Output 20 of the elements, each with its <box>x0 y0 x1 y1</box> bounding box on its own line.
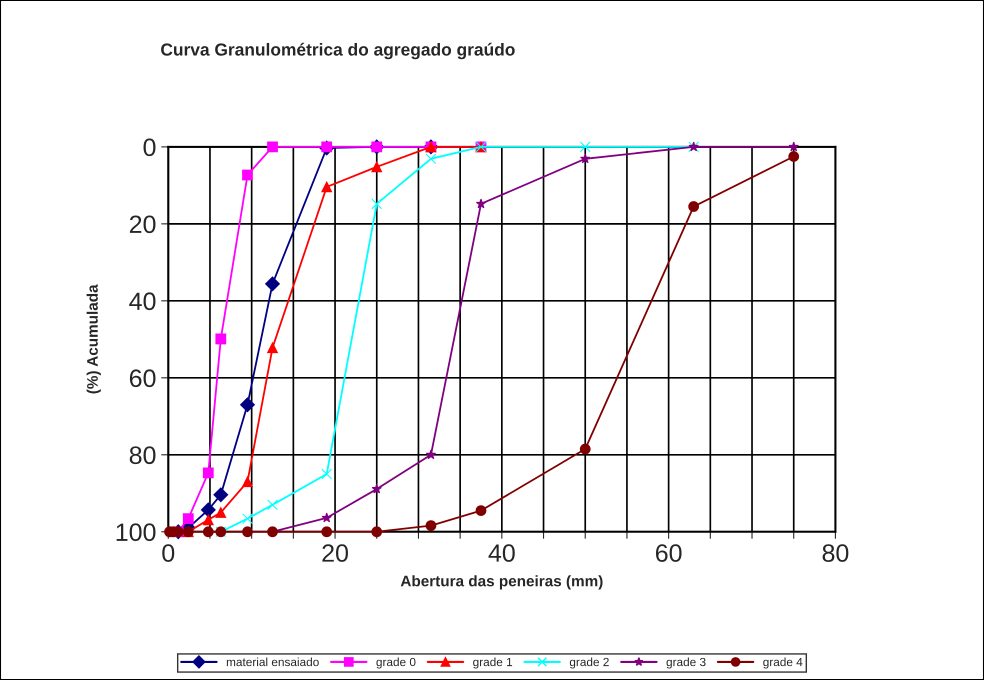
legend-label: grade 0 <box>376 658 416 669</box>
x-tick-label: 0 <box>162 544 174 562</box>
y-tick-label: 100 <box>116 523 156 542</box>
x-tick-label: 40 <box>488 544 515 562</box>
y-tick-label: 20 <box>130 215 156 234</box>
y-tick-label: 0 <box>144 138 156 156</box>
legend-label: material ensaiado <box>226 658 319 666</box>
y-tick-label: 60 <box>130 369 156 388</box>
legend-label: grade 2 <box>570 658 609 669</box>
legend-label: grade 4 <box>763 658 802 669</box>
x-axis-title: Abertura das peneiras (mm) <box>400 575 603 590</box>
x-tick-label: 80 <box>822 544 848 562</box>
legend-label: grade 3 <box>666 658 706 669</box>
chart-title: Curva Granulométrica do agregado graúdo <box>161 42 515 60</box>
y-axis-title: (%) Acumulada <box>86 284 101 394</box>
y-tick-label: 80 <box>130 446 156 464</box>
x-tick-label: 60 <box>656 544 682 562</box>
x-tick-label: 20 <box>322 544 348 562</box>
legend-label: grade 1 <box>473 658 512 669</box>
y-tick-label: 40 <box>129 292 156 310</box>
